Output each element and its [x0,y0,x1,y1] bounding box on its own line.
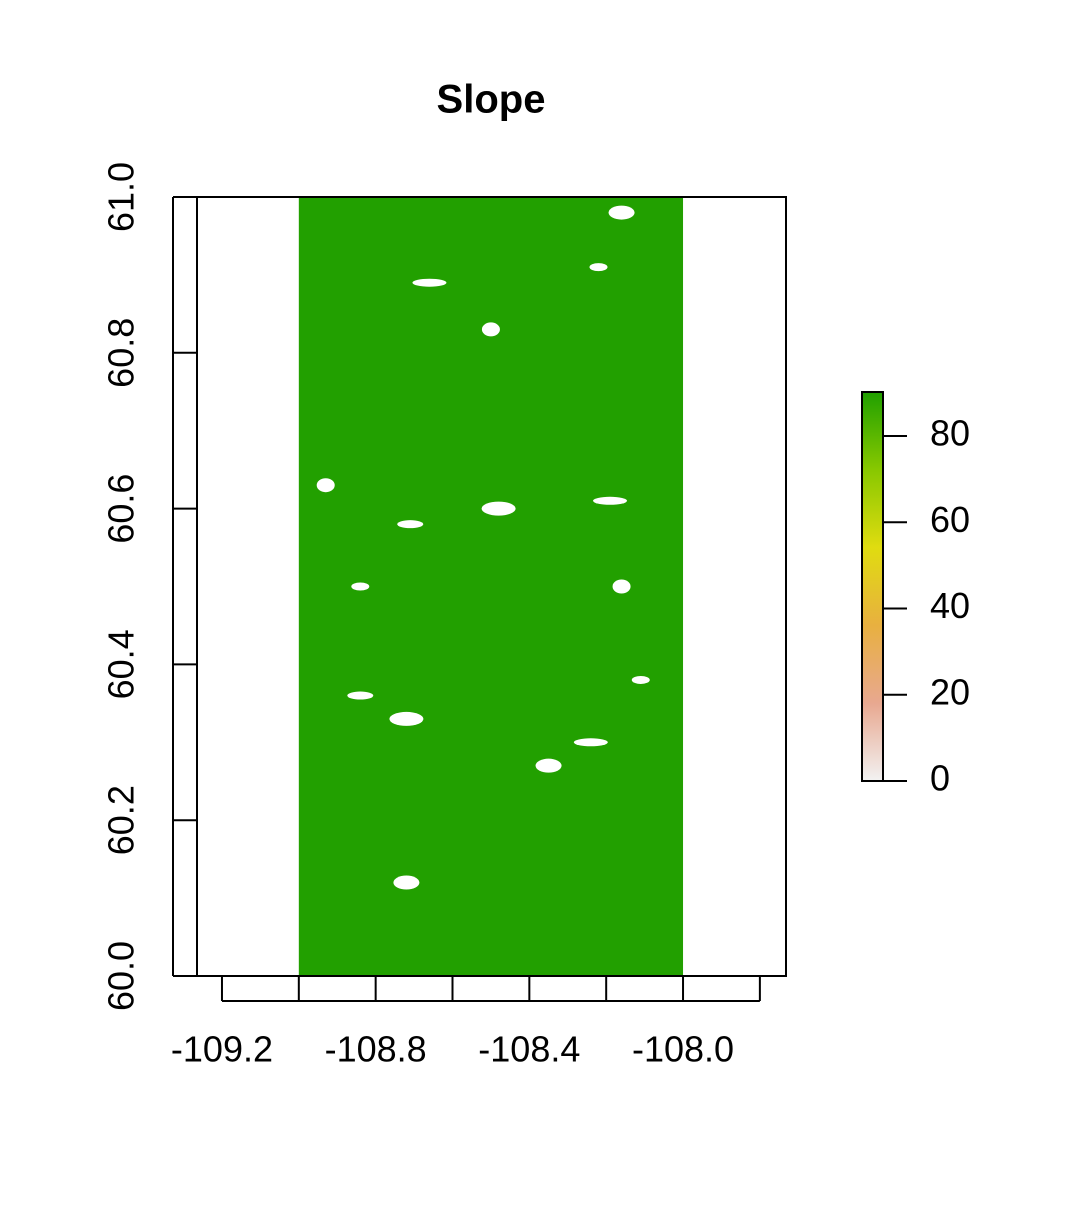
low-slope-patch [481,322,500,337]
y-tick-label: 60.4 [101,629,142,699]
low-slope-patch [608,205,635,220]
low-slope-patch [316,478,335,493]
x-tick-label: -108.8 [325,1029,427,1070]
low-slope-patch [393,875,420,890]
y-tick-label: 60.6 [101,474,142,544]
low-slope-patch [347,691,374,700]
x-tick-label: -109.2 [171,1029,273,1070]
low-slope-patch [351,582,370,591]
x-tick-label: -108.0 [632,1029,734,1070]
x-tick-label: -108.4 [478,1029,580,1070]
y-tick-label: 60.2 [101,785,142,855]
colorbar-tick-label: 80 [930,413,970,454]
low-slope-patch [412,278,447,287]
low-slope-patch [389,711,424,726]
low-slope-patch [589,263,608,272]
low-slope-patch [631,675,650,684]
chart-title: Slope [437,78,546,122]
plot-frame [196,196,787,977]
colorbar [861,391,884,782]
y-tick-label: 60.8 [101,318,142,388]
y-tick-label: 61.0 [101,162,142,232]
low-slope-patches [316,205,650,890]
low-slope-patch [612,579,631,594]
low-slope-patch [397,520,424,529]
colorbar-tick-label: 0 [930,758,950,799]
low-slope-patch [481,501,516,516]
low-slope-patch [593,496,628,505]
low-slope-patch [535,758,562,773]
colorbar-tick-label: 40 [930,585,970,626]
colorbar-tick-label: 60 [930,499,970,540]
y-tick-label: 60.0 [101,941,142,1011]
colorbar-tick-label: 20 [930,671,970,712]
low-slope-patch [573,738,608,747]
